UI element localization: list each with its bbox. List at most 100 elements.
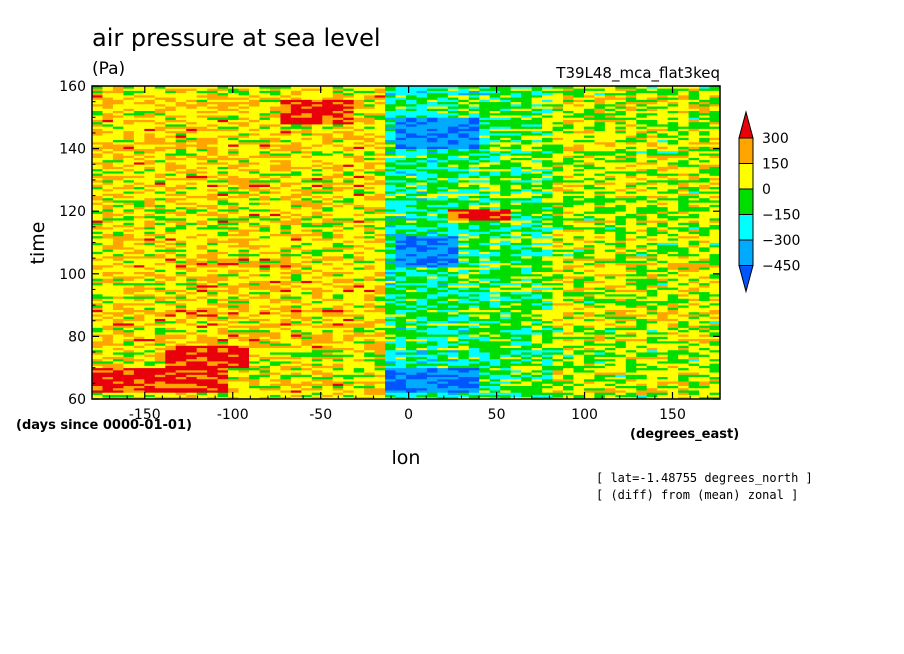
heatmap-cell <box>426 338 438 342</box>
heatmap-cell <box>207 338 219 342</box>
heatmap-cell <box>583 282 595 286</box>
heatmap-cell <box>625 334 637 337</box>
heatmap-cell <box>646 238 658 241</box>
heatmap-cell <box>510 316 522 319</box>
heatmap-cell <box>447 282 459 286</box>
heatmap-cell <box>259 340 271 344</box>
heatmap-cell <box>332 325 344 328</box>
heatmap-cell <box>531 287 543 290</box>
heatmap-cell <box>322 215 334 219</box>
heatmap-cell <box>426 255 438 259</box>
heatmap-cell <box>657 327 669 331</box>
heatmap-cell <box>280 309 292 313</box>
heatmap-cell <box>426 251 438 255</box>
heatmap-cell <box>447 392 459 395</box>
heatmap-cell <box>573 378 585 382</box>
heatmap-cell <box>646 271 658 275</box>
heatmap-cell <box>207 246 219 250</box>
heatmap-cell <box>102 242 114 246</box>
heatmap-cell <box>332 226 344 230</box>
heatmap-cell <box>594 327 606 331</box>
heatmap-cell <box>678 284 690 288</box>
heatmap-cell <box>416 338 428 342</box>
heatmap-cell <box>364 298 376 302</box>
heatmap-cell <box>594 356 606 360</box>
heatmap-cell <box>395 311 407 315</box>
heatmap-cell <box>615 280 627 284</box>
heatmap-cell <box>144 224 156 228</box>
heatmap-cell <box>207 267 219 270</box>
heatmap-cell <box>374 220 386 223</box>
heatmap-cell <box>667 242 679 246</box>
heatmap-cell <box>416 309 428 313</box>
heatmap-cell <box>343 369 355 373</box>
heatmap-cell <box>678 217 690 221</box>
heatmap-cell <box>709 316 720 319</box>
heatmap-cell <box>228 394 240 398</box>
heatmap-cell <box>196 325 208 328</box>
heatmap-cell <box>186 376 198 380</box>
heatmap-cell <box>583 329 595 333</box>
heatmap-cell <box>175 246 187 250</box>
heatmap-cell <box>228 240 240 243</box>
heatmap-cell <box>290 229 302 232</box>
heatmap-cell <box>343 289 355 293</box>
heatmap-cell <box>468 224 480 228</box>
heatmap-cell <box>290 367 302 371</box>
heatmap-cell <box>552 307 564 310</box>
heatmap-cell <box>678 343 690 346</box>
heatmap-cell <box>364 390 376 393</box>
heatmap-cell <box>699 305 711 308</box>
heatmap-cell <box>573 242 585 246</box>
heatmap-cell <box>395 224 407 228</box>
heatmap-cell <box>468 222 480 226</box>
heatmap-cell <box>563 383 575 386</box>
heatmap-cell <box>406 242 418 246</box>
heatmap-cell <box>594 253 606 257</box>
heatmap-cell <box>322 394 334 398</box>
heatmap-cell <box>259 374 271 378</box>
heatmap-cell <box>154 276 166 279</box>
heatmap-cell <box>521 217 533 221</box>
heatmap-cell <box>489 278 501 281</box>
heatmap-cell <box>123 246 135 250</box>
heatmap-cell <box>207 276 219 279</box>
heatmap-cell <box>175 318 187 322</box>
heatmap-cell <box>332 231 344 234</box>
heatmap-cell <box>688 293 700 297</box>
heatmap-cell <box>217 372 229 375</box>
heatmap-cell <box>678 385 690 389</box>
heatmap-cell <box>217 345 229 348</box>
heatmap-cell <box>426 222 438 226</box>
heatmap-cell <box>112 217 124 221</box>
heatmap-cell <box>186 240 198 243</box>
heatmap-cell <box>709 305 720 308</box>
heatmap-cell <box>269 374 281 378</box>
heatmap-cell <box>311 311 323 315</box>
heatmap-cell <box>249 260 261 264</box>
heatmap-cell <box>678 376 690 380</box>
heatmap-cell <box>196 249 208 252</box>
heatmap-cell <box>364 213 376 217</box>
heatmap-cell <box>604 233 616 237</box>
heatmap-cell <box>521 278 533 281</box>
heatmap-cell <box>249 244 261 248</box>
heatmap-cell <box>510 249 522 252</box>
heatmap-cell <box>343 271 355 275</box>
heatmap-cell <box>667 291 679 295</box>
heatmap-cell <box>186 276 198 279</box>
heatmap-cell <box>542 273 554 277</box>
heatmap-cell <box>165 255 177 259</box>
heatmap-cell <box>531 276 543 279</box>
heatmap-cell <box>154 318 166 322</box>
heatmap-cell <box>531 307 543 310</box>
heatmap-cell <box>102 278 114 281</box>
heatmap-cell <box>102 262 114 266</box>
heatmap-cell <box>563 311 575 315</box>
heatmap-cell <box>364 291 376 295</box>
heatmap-cell <box>500 229 512 232</box>
heatmap-cell <box>228 327 240 331</box>
heatmap-cell <box>583 242 595 246</box>
heatmap-cell <box>573 314 585 317</box>
heatmap-cell <box>364 249 376 252</box>
